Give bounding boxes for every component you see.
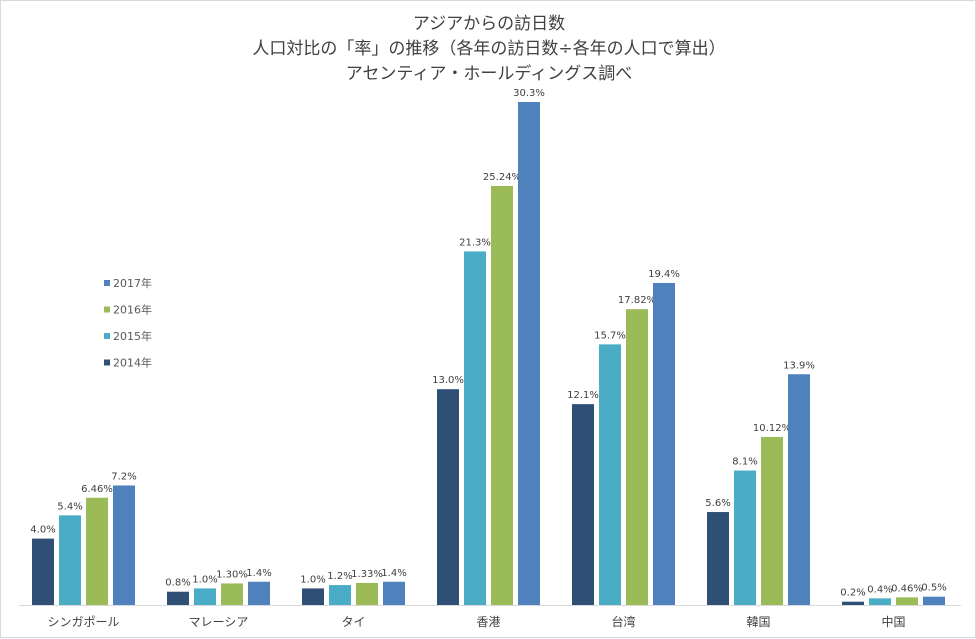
chart-title-line-2: 人口対比の「率」の推移（各年の訪日数÷各年の人口で算出） bbox=[252, 39, 725, 59]
category-label: 台湾 bbox=[611, 614, 635, 629]
bar bbox=[599, 344, 621, 605]
bar bbox=[113, 485, 135, 605]
bar bbox=[302, 588, 324, 605]
chart-title-line-1: アジアからの訪日数 bbox=[413, 14, 565, 34]
category-label: 香港 bbox=[476, 615, 500, 629]
bar bbox=[86, 497, 108, 605]
data-label: 6.46% bbox=[81, 484, 113, 495]
bar bbox=[221, 583, 243, 605]
data-label: 1.2% bbox=[327, 571, 352, 582]
data-label: 10.12% bbox=[753, 423, 791, 434]
data-label: 13.9% bbox=[783, 360, 815, 371]
bar bbox=[896, 597, 918, 605]
category-label: 中国 bbox=[881, 614, 905, 629]
data-label: 1.0% bbox=[300, 574, 325, 585]
legend-swatch bbox=[104, 359, 110, 366]
bar bbox=[194, 588, 216, 605]
data-label: 15.7% bbox=[594, 330, 626, 341]
data-label: 1.0% bbox=[192, 574, 217, 585]
data-label: 0.46% bbox=[891, 583, 923, 594]
data-label: 5.4% bbox=[57, 501, 82, 512]
bar bbox=[626, 309, 648, 605]
legend-swatch bbox=[104, 333, 110, 339]
bar bbox=[59, 515, 81, 605]
data-label: 7.2% bbox=[111, 471, 136, 482]
bar bbox=[923, 596, 945, 605]
legend-label: 2016年 bbox=[113, 303, 152, 317]
data-label: 0.4% bbox=[867, 584, 892, 595]
bar bbox=[437, 389, 459, 605]
legend-label: 2014年 bbox=[113, 356, 152, 370]
legend-label: 2015年 bbox=[113, 329, 152, 343]
bar bbox=[464, 251, 486, 605]
bar bbox=[707, 512, 729, 605]
bar bbox=[869, 598, 891, 605]
data-label: 8.1% bbox=[732, 457, 757, 468]
legend: 2017年 2016年 2015年 2014年 bbox=[104, 276, 152, 370]
chart-title-line-3: アセンティア・ホールディングス調べ bbox=[346, 63, 632, 84]
legend-swatch bbox=[104, 306, 110, 313]
bar bbox=[32, 538, 54, 605]
data-label: 4.0% bbox=[30, 525, 55, 536]
data-label: 1.4% bbox=[246, 568, 271, 579]
legend-swatch bbox=[104, 280, 110, 286]
bar bbox=[518, 102, 540, 605]
data-label: 30.3% bbox=[513, 88, 545, 99]
bar bbox=[842, 601, 864, 605]
category-label: シンガポール bbox=[47, 615, 119, 629]
legend-label: 2017年 bbox=[113, 276, 152, 290]
category-label: タイ bbox=[341, 615, 365, 629]
bar bbox=[383, 581, 405, 605]
category-label: 韓国 bbox=[746, 615, 770, 629]
data-label: 0.2% bbox=[840, 588, 865, 599]
data-label: 21.3% bbox=[459, 237, 491, 248]
data-label: 0.8% bbox=[165, 578, 190, 589]
data-label: 1.4% bbox=[381, 568, 406, 579]
category-label: マレーシア bbox=[189, 615, 249, 629]
bar bbox=[167, 591, 189, 605]
bar bbox=[788, 374, 810, 605]
bar bbox=[572, 404, 594, 605]
data-label: 1.33% bbox=[351, 569, 383, 580]
data-label: 12.1% bbox=[567, 390, 599, 401]
bar bbox=[761, 437, 783, 605]
bar bbox=[356, 582, 378, 605]
bar bbox=[248, 581, 270, 605]
bar bbox=[491, 185, 513, 606]
data-label: 13.0% bbox=[432, 375, 464, 386]
data-label: 19.4% bbox=[648, 269, 680, 280]
data-label: 1.30% bbox=[216, 569, 248, 580]
data-label: 17.82% bbox=[618, 295, 656, 306]
data-label: 0.5% bbox=[921, 583, 946, 594]
data-label: 5.6% bbox=[705, 498, 730, 509]
bar bbox=[653, 282, 675, 605]
bar bbox=[734, 470, 756, 605]
bar bbox=[329, 585, 351, 605]
data-label: 25.24% bbox=[483, 172, 521, 183]
